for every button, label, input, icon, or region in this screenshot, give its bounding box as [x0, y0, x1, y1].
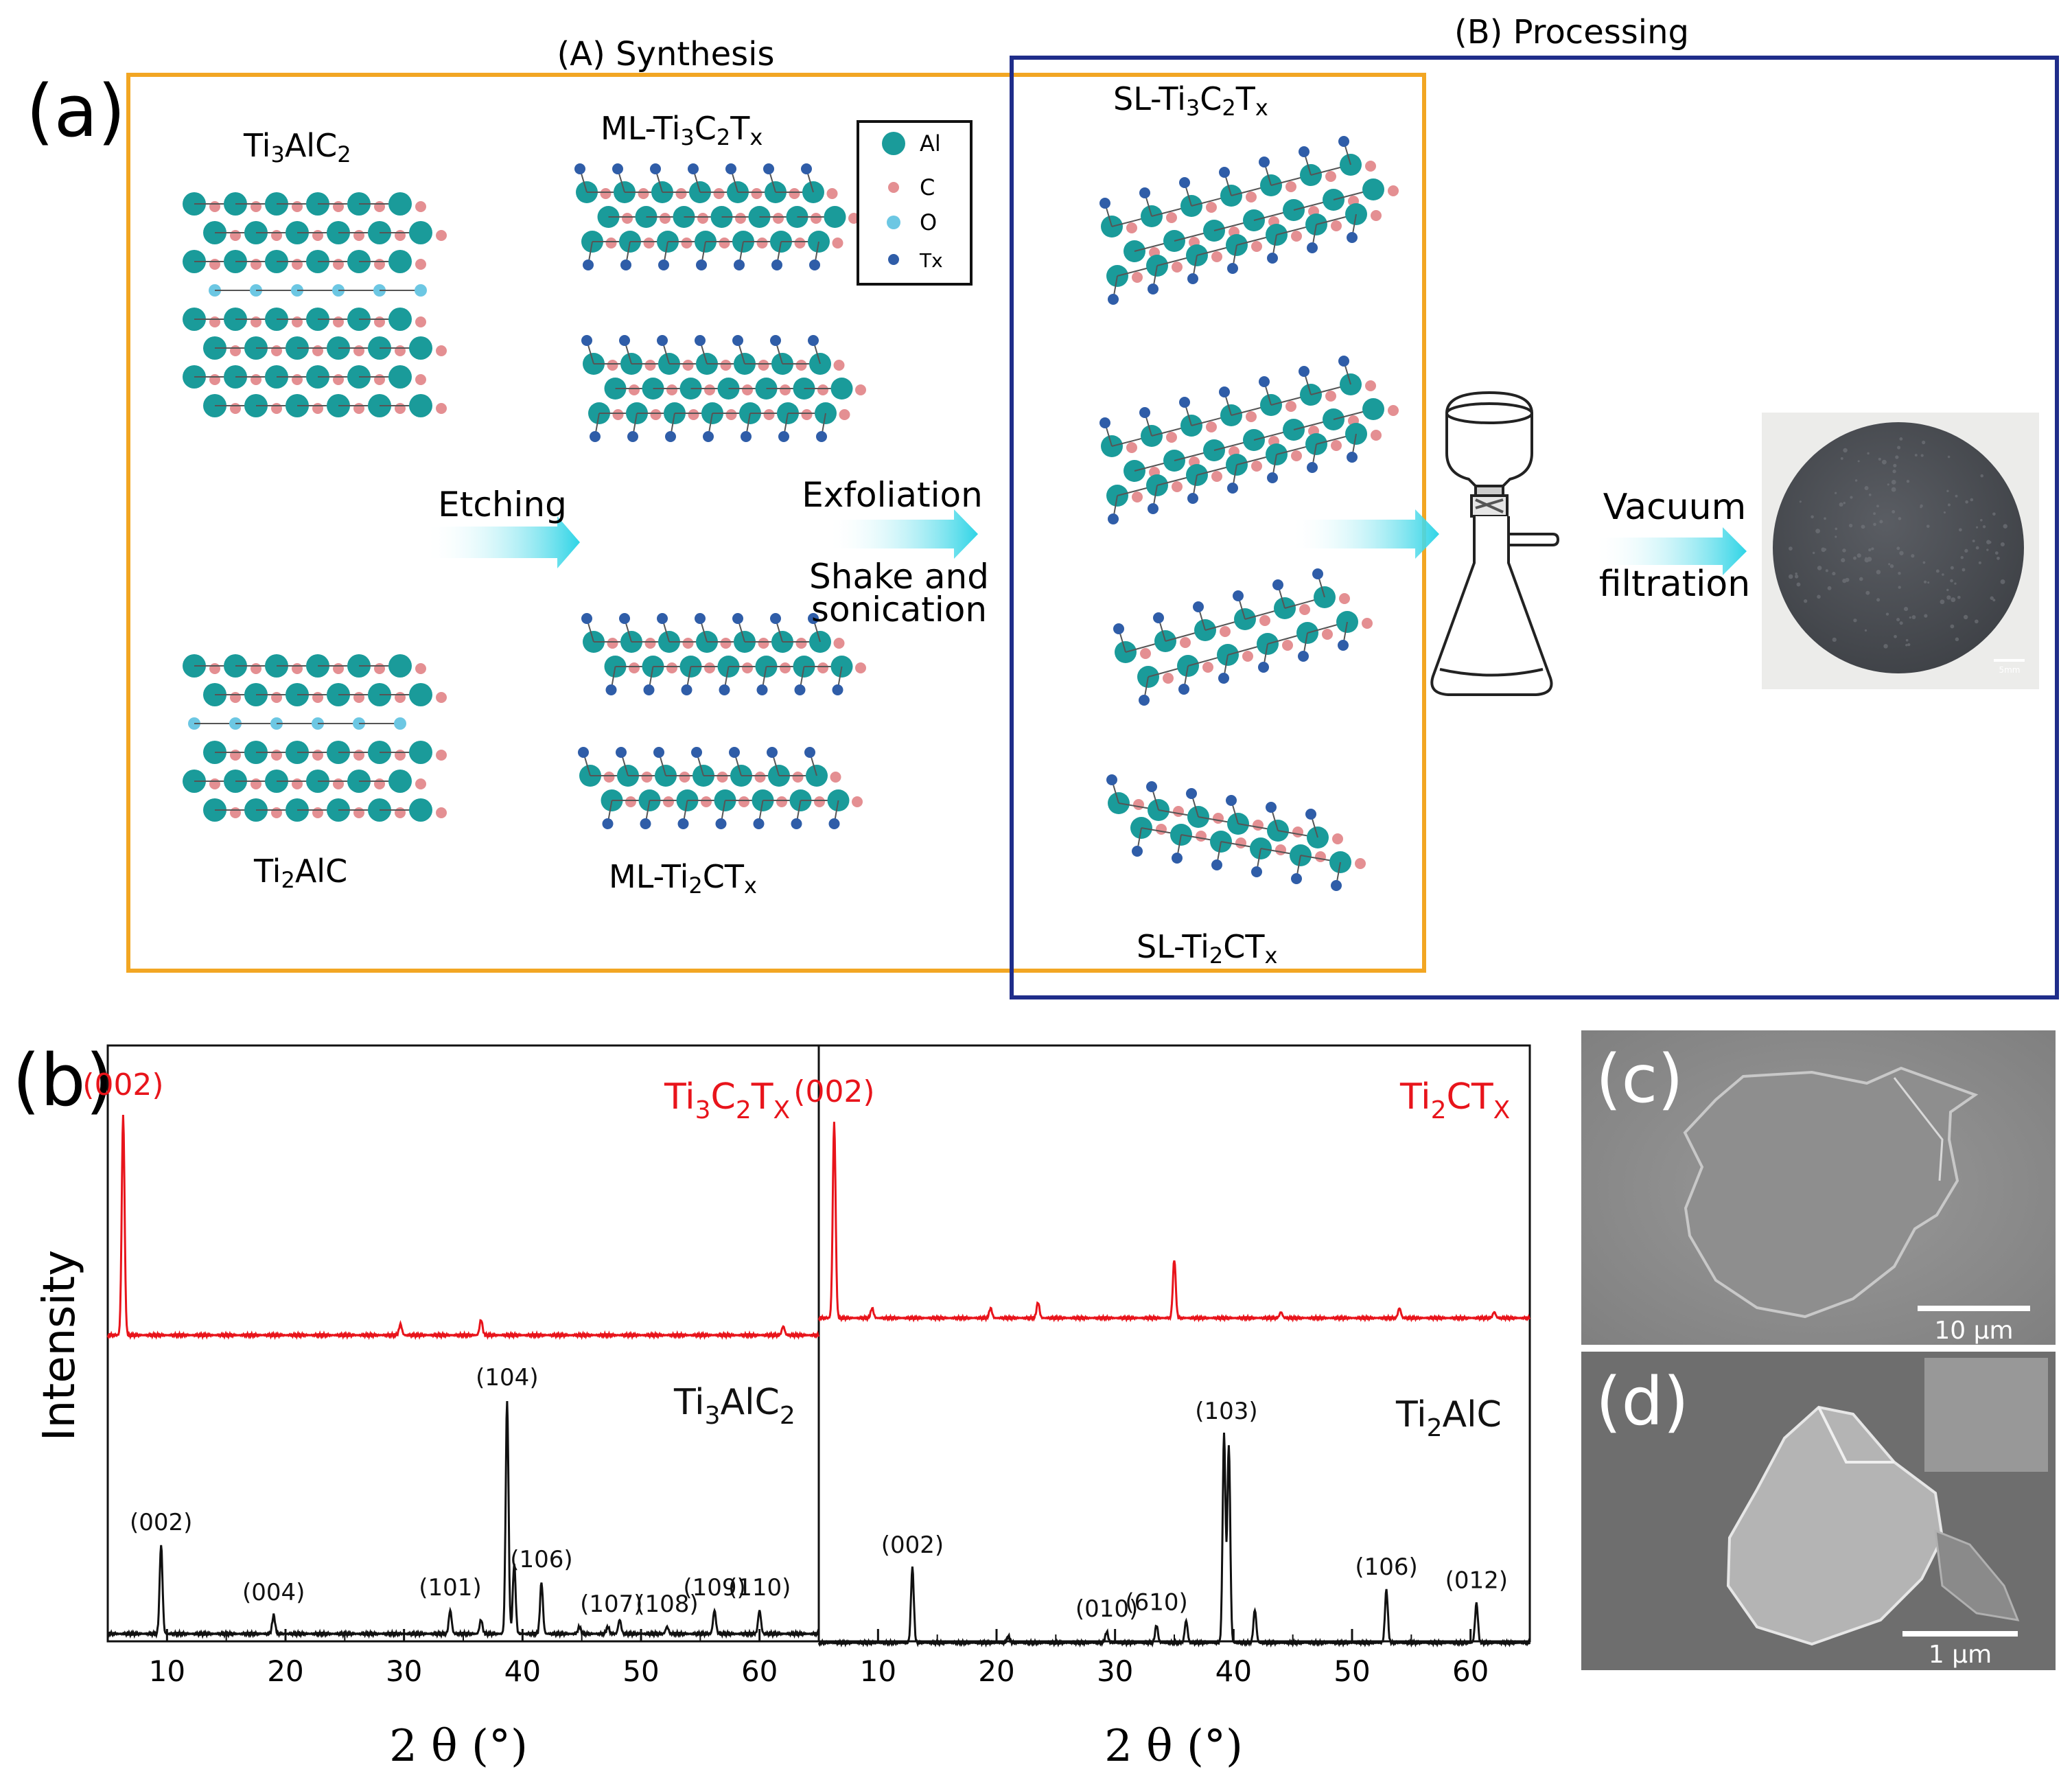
atom-legend: Al C O Tx	[857, 120, 973, 286]
peak-label: (103)	[1195, 1398, 1257, 1425]
legend-al: Al	[920, 130, 941, 157]
peak-label: (002)	[881, 1532, 944, 1559]
sem-flake-d	[1726, 1405, 1944, 1646]
step-sonication: sonication	[811, 590, 987, 629]
legend-tx: Tx	[919, 249, 943, 272]
panel-a-label: (a)	[26, 69, 126, 153]
peak-label: (110)	[728, 1574, 791, 1602]
x-axis-label-left: 2 θ (°)	[389, 1721, 528, 1772]
x-tick-label: 10	[149, 1654, 185, 1688]
peak-label: (002)	[793, 1074, 874, 1109]
ml-ti3c2tx-sheet-1	[574, 163, 859, 270]
peak-label: (002)	[130, 1509, 192, 1536]
panel-c-label: (c)	[1596, 1041, 1684, 1118]
sem-flake-c	[1683, 1066, 1979, 1319]
xrd-series-Ti3C2Tx	[106, 1115, 820, 1341]
series-label-ti2alc: Ti2AlC	[1395, 1394, 1502, 1442]
tx-atom-icon	[888, 254, 899, 265]
peak-label: (106)	[510, 1546, 572, 1573]
peak-label: (010)	[1075, 1595, 1138, 1623]
y-axis-label: Intensity	[34, 1250, 85, 1442]
peak-label: (107)	[580, 1591, 642, 1618]
sl-ti2ctx-sheet-1	[1113, 568, 1373, 706]
series-label-ti2ctx: Ti2CTX	[1399, 1076, 1510, 1124]
peak-label: (106)	[1355, 1553, 1417, 1581]
peak-label: (108)	[636, 1591, 698, 1618]
synthesis-title: (A) Synthesis	[557, 35, 775, 73]
mxene-film-photo: 5mm	[1762, 413, 2039, 689]
o-atom-icon	[887, 216, 900, 229]
legend-c: C	[920, 174, 935, 200]
label-ml-ti2ctx: ML-Ti2CTx	[609, 858, 757, 899]
panel-b-label: (b)	[12, 1039, 113, 1122]
atomic-structures	[183, 136, 1399, 891]
peak-label: (610)	[1125, 1588, 1187, 1616]
processing-arrow	[1290, 509, 1439, 559]
panel-d-label: (d)	[1596, 1363, 1689, 1440]
xrd-right-plot: 10 20 30 40 50 60 (002) (002) (010)(610) (103) (10…	[793, 1074, 1531, 1688]
x-tick-label: 30	[386, 1654, 422, 1688]
panel-b: (b) Intensity 10 20 30 40 50 60 (002) (002) (004…	[12, 1039, 1531, 1772]
processing-title: (B) Processing	[1454, 13, 1689, 51]
peak-label: (109)	[683, 1574, 745, 1602]
x-tick-label: 20	[267, 1654, 303, 1688]
step-exfoliation: Exfoliation	[802, 475, 983, 515]
c-atom-icon	[888, 182, 899, 193]
step-shake: Shake and	[809, 557, 989, 597]
x-tick-label: 40	[504, 1654, 541, 1688]
ml-ti2ctx-sheet-2	[578, 747, 863, 829]
x-tick-label: 60	[1452, 1654, 1489, 1688]
step-etching: Etching	[438, 485, 567, 524]
bulk-structure	[183, 192, 447, 417]
panel-d-scale: 1 μm	[1929, 1641, 1992, 1669]
peak-label: (101)	[419, 1574, 481, 1602]
panel-c-scale: 10 μm	[1934, 1317, 2013, 1345]
series-label-ti3c2tx: Ti3C2TX	[664, 1076, 790, 1124]
xrd-series-Ti2AlC	[817, 1432, 1531, 1648]
x-tick-label: 30	[1097, 1654, 1133, 1688]
xrd-frame-left	[106, 1044, 820, 1643]
panel-a: (a) (A) Synthesis (B) Processing Al C O …	[26, 13, 2059, 999]
ml-ti3c2tx-sheet-2	[581, 335, 866, 442]
label-sl-ti3c2tx: SL-Ti3C2Tx	[1113, 80, 1268, 121]
label-ti2alc: Ti2AlC	[253, 853, 347, 893]
step-vacuum: Vacuum	[1603, 487, 1747, 528]
film-scale-label: 5mm	[1999, 665, 2020, 675]
label-ml-ti3c2tx: ML-Ti3C2Tx	[601, 110, 763, 150]
vacuum-arrow	[1594, 527, 1747, 575]
x-tick-label: 40	[1215, 1654, 1252, 1688]
x-tick-label: 10	[860, 1654, 896, 1688]
xrd-left-plot: 10 20 30 40 50 60 (002) (002) (004) (101) (104) (10…	[82, 1067, 820, 1688]
panel-c-sem: (c) 10 μm	[1581, 1030, 2056, 1345]
sl-ti2ctx-sheet-2	[1106, 774, 1366, 891]
x-tick-label: 60	[741, 1654, 778, 1688]
al-atom-icon	[882, 132, 905, 155]
legend-o: O	[920, 209, 937, 235]
processing-box	[1010, 56, 2059, 999]
ml-ti2ctx-sheet-1	[581, 613, 866, 695]
peak-label: (012)	[1445, 1567, 1508, 1594]
panel-d-sem: (d) 1 μm	[1581, 1352, 2056, 1670]
step-filtration: filtration	[1599, 564, 1750, 605]
series-label-ti3alc2: Ti3AlC2	[673, 1382, 795, 1430]
sl-ti3c2tx-sheet-2	[1099, 356, 1399, 524]
bulk-structure	[183, 654, 447, 822]
xrd-series-Ti2CTx	[817, 1122, 1531, 1323]
xrd-series-Ti3AlC2	[106, 1400, 820, 1639]
label-ti3alc2: Ti3AlC2	[243, 127, 351, 167]
filtration-flask-icon	[1430, 391, 1560, 696]
peak-label: (004)	[242, 1579, 305, 1606]
label-sl-ti2ctx: SL-Ti2CTx	[1137, 928, 1277, 969]
peak-label: (104)	[476, 1364, 538, 1391]
x-tick-label: 50	[622, 1654, 659, 1688]
x-tick-label: 50	[1334, 1654, 1370, 1688]
x-tick-label: 20	[978, 1654, 1014, 1688]
etching-arrow	[426, 516, 580, 568]
sl-ti3c2tx-sheet-1	[1099, 136, 1399, 305]
peak-label: (002)	[82, 1067, 163, 1102]
x-axis-label-right: 2 θ (°)	[1104, 1721, 1243, 1772]
exfoliation-arrow	[827, 509, 978, 559]
